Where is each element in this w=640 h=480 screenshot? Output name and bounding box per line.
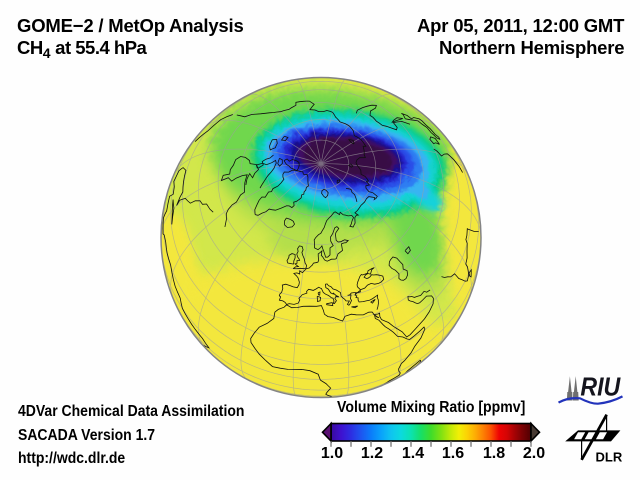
svg-text:DLR: DLR — [596, 450, 623, 465]
svg-text:RIU: RIU — [580, 373, 621, 402]
